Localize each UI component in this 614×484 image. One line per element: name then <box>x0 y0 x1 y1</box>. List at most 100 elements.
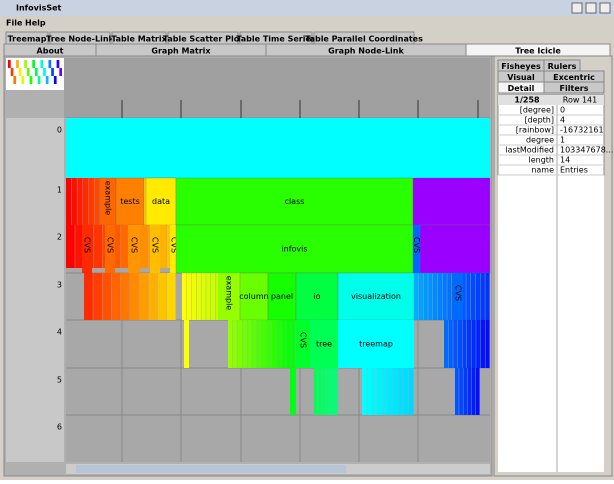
node[interactable] <box>271 320 277 368</box>
node[interactable] <box>120 273 130 320</box>
node[interactable] <box>296 320 310 368</box>
node[interactable] <box>455 368 459 415</box>
node[interactable] <box>412 177 491 226</box>
node[interactable] <box>413 225 420 273</box>
node[interactable] <box>330 368 334 415</box>
node[interactable] <box>170 225 178 273</box>
maximize[interactable] <box>585 2 597 14</box>
node[interactable] <box>377 368 383 415</box>
node[interactable] <box>93 225 103 268</box>
node[interactable] <box>206 273 211 320</box>
node[interactable] <box>485 320 490 368</box>
node[interactable] <box>444 320 449 368</box>
node[interactable] <box>232 320 238 368</box>
node[interactable] <box>83 178 89 225</box>
node[interactable] <box>139 225 149 268</box>
node[interactable] <box>281 320 286 368</box>
node[interactable] <box>66 118 490 178</box>
node[interactable] <box>150 225 160 273</box>
node[interactable] <box>372 368 378 415</box>
node[interactable] <box>428 273 433 320</box>
node[interactable] <box>182 273 187 320</box>
node[interactable] <box>388 368 393 415</box>
node[interactable] <box>295 272 339 321</box>
node[interactable] <box>111 225 121 268</box>
node[interactable] <box>75 225 84 268</box>
tab[interactable] <box>543 81 605 94</box>
node[interactable] <box>326 368 330 415</box>
menu-item[interactable]: File <box>6 19 23 28</box>
node[interactable] <box>418 273 424 320</box>
node[interactable] <box>457 320 462 368</box>
node[interactable] <box>453 320 458 368</box>
node[interactable] <box>480 320 485 368</box>
node[interactable] <box>448 320 453 368</box>
close[interactable] <box>599 2 611 14</box>
node[interactable] <box>166 273 176 320</box>
node[interactable] <box>398 368 404 415</box>
node[interactable] <box>463 368 468 415</box>
node[interactable] <box>318 368 322 415</box>
node[interactable] <box>266 320 272 368</box>
node[interactable] <box>175 177 414 226</box>
node[interactable] <box>71 178 77 225</box>
node[interactable] <box>290 368 296 415</box>
minimize[interactable] <box>571 2 583 14</box>
node[interactable] <box>314 368 318 415</box>
node[interactable] <box>485 273 490 320</box>
node[interactable] <box>276 320 282 368</box>
node[interactable] <box>423 273 428 320</box>
node[interactable] <box>237 320 243 368</box>
node[interactable] <box>291 320 296 368</box>
node[interactable] <box>475 273 481 320</box>
node[interactable] <box>105 225 115 273</box>
node[interactable] <box>453 273 463 320</box>
node[interactable] <box>337 272 415 321</box>
node[interactable] <box>102 273 112 320</box>
node[interactable] <box>239 272 269 321</box>
node[interactable] <box>419 224 491 274</box>
node[interactable] <box>382 368 388 415</box>
node[interactable] <box>247 320 252 368</box>
node[interactable] <box>82 225 92 273</box>
node[interactable] <box>459 368 463 415</box>
node[interactable] <box>157 225 167 268</box>
node[interactable] <box>475 368 480 415</box>
node[interactable] <box>480 273 485 320</box>
node[interactable] <box>334 368 338 415</box>
node[interactable] <box>467 320 472 368</box>
node[interactable] <box>403 368 409 415</box>
node[interactable] <box>322 368 326 415</box>
node[interactable] <box>130 273 139 320</box>
node[interactable] <box>145 177 177 226</box>
node[interactable] <box>447 273 452 320</box>
node[interactable] <box>367 368 372 415</box>
node[interactable] <box>93 273 102 320</box>
node[interactable] <box>462 320 467 368</box>
node[interactable] <box>362 368 367 415</box>
node[interactable] <box>393 368 398 415</box>
node[interactable] <box>77 178 83 225</box>
node[interactable] <box>466 273 471 320</box>
node[interactable] <box>408 368 414 415</box>
node[interactable] <box>461 273 466 320</box>
node[interactable] <box>471 320 476 368</box>
node[interactable] <box>186 273 192 320</box>
node[interactable] <box>84 273 93 320</box>
node[interactable] <box>121 225 130 268</box>
node[interactable] <box>442 273 447 320</box>
node[interactable] <box>286 320 291 368</box>
node[interactable] <box>196 273 201 320</box>
node[interactable] <box>437 273 443 320</box>
node[interactable] <box>467 368 472 415</box>
node[interactable] <box>252 320 257 368</box>
node[interactable] <box>66 178 72 225</box>
node[interactable] <box>191 273 197 320</box>
node[interactable] <box>338 320 414 368</box>
node[interactable] <box>88 178 94 225</box>
node[interactable] <box>184 320 189 368</box>
node[interactable] <box>94 178 100 225</box>
node[interactable] <box>211 273 216 320</box>
scroll-thumb[interactable] <box>76 465 346 473</box>
node[interactable] <box>433 273 438 320</box>
